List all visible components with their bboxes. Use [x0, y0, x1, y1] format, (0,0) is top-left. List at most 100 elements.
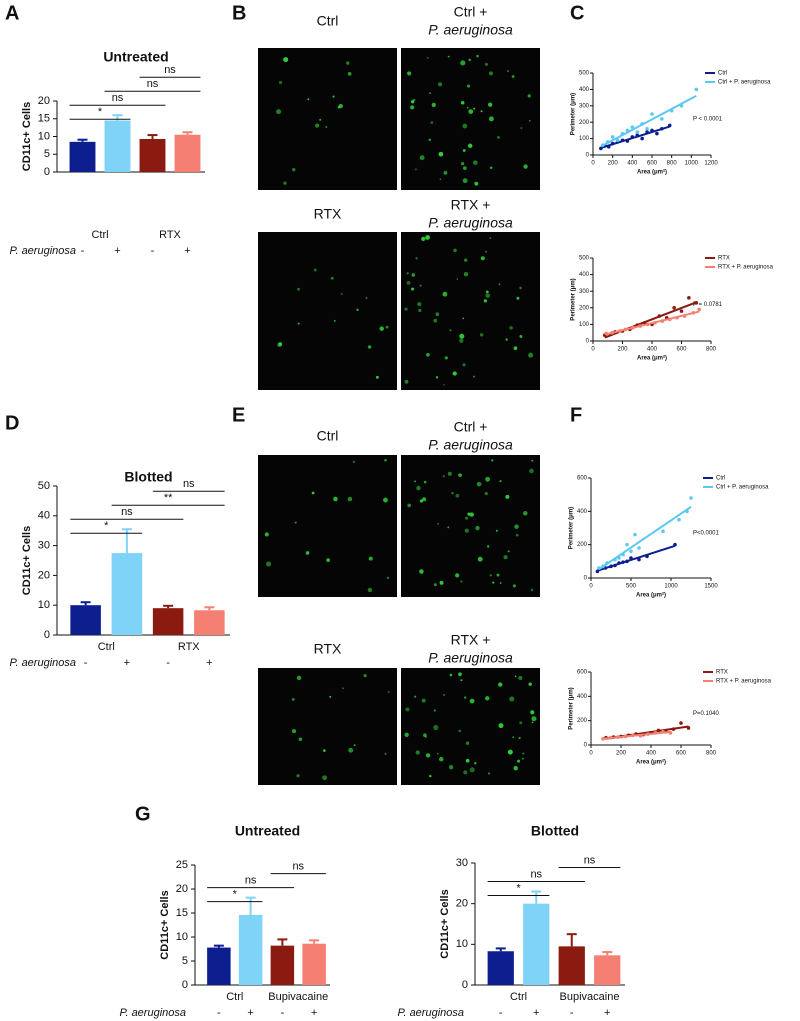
- cell-signal: [415, 168, 417, 171]
- micrograph: [401, 232, 540, 390]
- cell-signal: [518, 736, 521, 740]
- cell-signal: [433, 583, 437, 587]
- cell-signal: [458, 729, 462, 733]
- group-label: Bupivacaine: [268, 991, 328, 1003]
- cell-signal: [506, 69, 510, 73]
- y-tick-label: 0: [44, 166, 50, 178]
- cell-signal: [278, 342, 283, 347]
- point: [661, 529, 665, 534]
- panel-label: A: [5, 2, 19, 24]
- y-tick-label: 50: [38, 480, 50, 492]
- cell-signal: [464, 528, 469, 533]
- panel-label: D: [5, 412, 19, 434]
- micrograph: [258, 232, 397, 390]
- cell-signal: [449, 765, 454, 770]
- cell-signal: [356, 308, 359, 312]
- cell-signal: [516, 296, 520, 300]
- cell-signal: [503, 555, 508, 560]
- point: [677, 517, 681, 522]
- panel-label: G: [135, 803, 151, 825]
- chart-title: Blotted: [124, 469, 172, 485]
- micrograph-label: Ctrl: [317, 13, 339, 29]
- significance-label: ns: [584, 854, 596, 866]
- point: [610, 135, 615, 139]
- cell-signal: [425, 753, 431, 758]
- regression-line: [602, 730, 671, 740]
- cell-signal: [443, 170, 448, 175]
- cell-signal: [404, 732, 409, 737]
- cell-signal: [476, 481, 482, 487]
- cell-signal: [404, 307, 408, 311]
- cell-signal: [513, 765, 518, 771]
- cell-signal: [488, 116, 494, 122]
- cell-signal: [468, 109, 474, 114]
- cell-signal: [340, 292, 343, 295]
- cell-signal: [469, 767, 475, 773]
- y-tick-label: 400: [579, 87, 590, 93]
- y-tick-label: 600: [577, 670, 588, 676]
- cell-signal: [442, 475, 445, 478]
- significance-label: ns: [121, 506, 133, 518]
- cell-signal: [531, 459, 534, 462]
- micrograph: [401, 455, 540, 597]
- treatment-mark: -: [217, 1007, 221, 1019]
- y-tick-label: 200: [577, 718, 588, 724]
- bar: [139, 138, 166, 172]
- cell-signal: [528, 352, 534, 358]
- cell-signal: [407, 71, 412, 76]
- cell-signal: [530, 710, 535, 715]
- cell-signal: [455, 493, 460, 498]
- x-tick-label: 400: [646, 751, 657, 757]
- cell-signal: [363, 673, 367, 678]
- cell-signal: [519, 286, 522, 290]
- x-tick-label: 0: [591, 161, 595, 167]
- treatment-mark: +: [533, 1007, 539, 1019]
- group-label: Ctrl: [91, 229, 108, 241]
- cell-signal: [436, 752, 439, 755]
- annotation: P = 0.0781: [693, 302, 723, 308]
- cell-signal: [435, 376, 439, 379]
- cell-signal: [297, 287, 300, 291]
- treatment-mark: +: [604, 1007, 610, 1019]
- cell-signal: [529, 468, 534, 474]
- cell-signal: [528, 682, 532, 686]
- y-axis-label: Perimeter (μm): [571, 278, 577, 320]
- cell-signal: [338, 103, 343, 109]
- treatment-mark: +: [114, 245, 120, 257]
- cell-signal: [485, 290, 489, 294]
- y-tick-label: 400: [577, 694, 588, 700]
- cell-signal: [480, 256, 485, 261]
- x-tick-label: 400: [627, 161, 638, 167]
- y-tick-label: 0: [182, 979, 188, 991]
- cell-signal: [311, 491, 315, 495]
- cell-signal: [323, 749, 326, 752]
- cell-signal: [443, 383, 445, 386]
- cell-signal: [292, 729, 297, 734]
- cell-signal: [296, 675, 302, 681]
- cell-signal: [447, 55, 450, 58]
- cell-signal: [469, 512, 475, 517]
- cell-signal: [475, 525, 480, 531]
- cell-signal: [467, 84, 471, 88]
- group-label: RTX: [159, 229, 181, 241]
- cell-signal: [298, 737, 303, 742]
- cell-signal: [465, 516, 469, 520]
- group-label: RTX: [178, 641, 200, 653]
- cell-signal: [439, 178, 442, 181]
- bar: [104, 120, 131, 172]
- y-tick-label: 5: [44, 148, 50, 160]
- cell-signal: [477, 556, 483, 562]
- cell-signal: [367, 345, 372, 349]
- cell-signal: [433, 724, 439, 731]
- regression-line: [600, 125, 670, 149]
- treatment-mark: -: [166, 657, 170, 669]
- cell-signal: [465, 741, 470, 745]
- cell-signal: [333, 496, 338, 502]
- point: [679, 309, 684, 313]
- cell-signal: [435, 312, 440, 317]
- point: [633, 532, 637, 537]
- treatment-mark: -: [84, 657, 88, 669]
- cell-signal: [347, 496, 353, 502]
- cell-signal: [443, 694, 445, 696]
- point: [679, 721, 683, 725]
